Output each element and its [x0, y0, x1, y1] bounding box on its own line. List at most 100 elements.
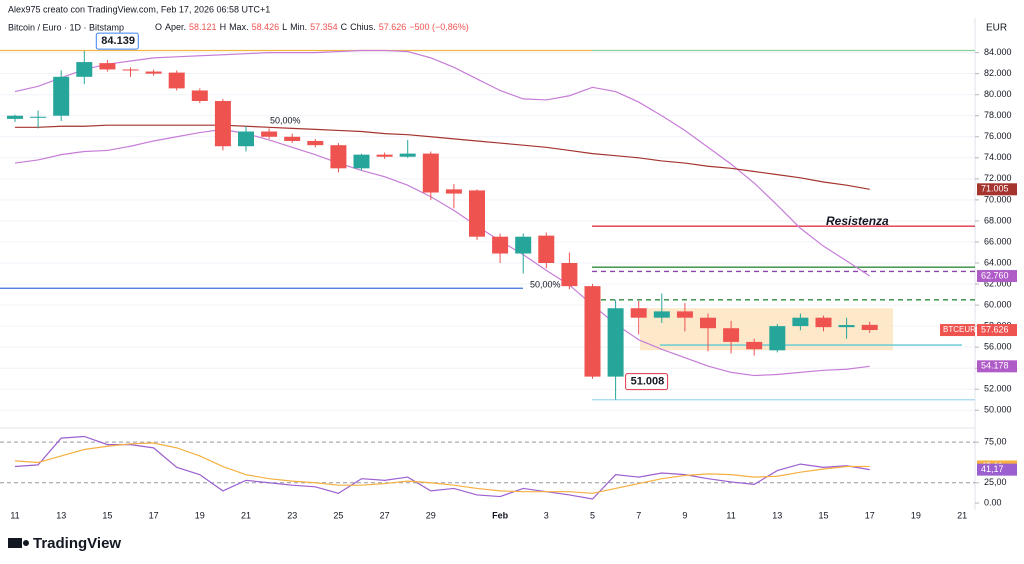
ohlc-item: 57.626 [379, 22, 407, 32]
y-tick-label: 62.000 [984, 278, 1012, 288]
x-tick-label: 21 [241, 510, 251, 520]
x-tick-label: 7 [636, 510, 641, 520]
ohlc-item: C [341, 22, 348, 32]
candle-body [584, 286, 601, 377]
currency: EUR [986, 23, 1007, 34]
ohlc-item: O [155, 22, 162, 32]
candle-body [376, 154, 393, 157]
candle-body [746, 341, 763, 350]
y-tick-label: 74.000 [984, 152, 1012, 162]
x-tick-label: 19 [911, 510, 921, 520]
candle-body [700, 317, 716, 329]
candle-body [676, 311, 693, 318]
ohlc-item: Max. [229, 22, 249, 32]
symbol-tag [940, 324, 975, 337]
x-tick-label: 11 [10, 510, 19, 520]
price-label-bg [977, 360, 1017, 373]
y-tick-label: 75,00 [984, 437, 1007, 447]
candle-body [99, 63, 116, 70]
candle-body [515, 236, 532, 254]
price-label-bg [977, 463, 1017, 476]
ohlc-item: H [220, 22, 227, 32]
candle-body [168, 72, 185, 89]
x-tick-label: 3 [544, 510, 549, 520]
candle-body [792, 317, 809, 327]
candle-body [422, 153, 439, 193]
candle-body [330, 145, 347, 169]
x-tick-label: 29 [426, 510, 436, 520]
symbol: Bitcoin / Euro · 1D · Bitstamp [8, 22, 124, 32]
y-tick-label: 25,00 [984, 477, 1007, 487]
candle-body [723, 328, 740, 342]
indicator-line [15, 124, 870, 190]
candle-body [191, 90, 208, 101]
ohlc-item: Min. [290, 22, 307, 32]
y-tick-label: 76.000 [984, 131, 1012, 141]
x-tick-label: 15 [102, 510, 112, 520]
price-label: 71.005 [981, 184, 1009, 194]
candle-body [769, 326, 786, 351]
ohlc: O Aper. 58.121 H Max. 58.426 L Min. 57.354 C Chius… [155, 22, 469, 32]
y-tick-label: 72.000 [984, 173, 1012, 183]
y-tick-label: 82.000 [984, 68, 1012, 78]
price-label: 57.626 [981, 324, 1009, 334]
y-tick-label: 52.000 [984, 384, 1012, 394]
annotation: 51.008 [631, 376, 665, 388]
x-tick-label: 15 [818, 510, 828, 520]
x-tick-label: 19 [195, 510, 205, 520]
y-tick-label: 78.000 [984, 110, 1012, 120]
candle-body [122, 69, 139, 71]
candle-body [284, 136, 301, 141]
x-tick-label: 13 [56, 510, 66, 520]
brand: TradingView [33, 535, 121, 552]
annotation: 50,00% [530, 279, 561, 289]
x-tick-label: 17 [865, 510, 875, 520]
candle-body [538, 235, 555, 263]
candle-body [815, 317, 832, 328]
symbol-tag-text: BTCEUR [943, 325, 976, 334]
candle-body [492, 236, 509, 254]
annotation: 50,00% [270, 115, 301, 125]
candle-body [630, 308, 647, 318]
candle-body [838, 325, 855, 328]
y-tick-label: 60.000 [984, 299, 1012, 309]
ohlc-item: L [282, 22, 287, 32]
logo [8, 538, 29, 548]
x-tick-label: 21 [957, 510, 967, 520]
candle-body [353, 154, 370, 169]
price-label: 62.760 [981, 270, 1009, 280]
candle-body [399, 153, 416, 157]
y-tick-label: 68.000 [984, 215, 1012, 225]
candle-body [307, 140, 324, 146]
candle-body [7, 115, 23, 119]
indicator-line [14, 442, 870, 494]
candle-body [445, 189, 462, 194]
x-tick-label: 11 [726, 510, 735, 520]
ohlc-item: Aper. [165, 22, 186, 32]
price-label: 54.178 [981, 361, 1009, 371]
indicator-line [14, 49, 871, 277]
candle-body [30, 116, 47, 118]
annotation: Resistenza [826, 214, 889, 228]
y-tick-label: 66.000 [984, 236, 1012, 246]
candle-body [861, 324, 878, 331]
annotation-box [625, 373, 669, 391]
ohlc-item: 58.426 [252, 22, 280, 32]
ohlc-item: 58.121 [189, 22, 217, 32]
ohlc-item: −500 (−0,86%) [409, 22, 469, 32]
annotation-box [95, 32, 139, 50]
candle-body [53, 76, 70, 116]
candle-body [561, 263, 578, 287]
y-tick-label: 80.000 [984, 89, 1012, 99]
ohlc-item: Chius. [350, 22, 376, 32]
y-tick-label: 84.000 [984, 47, 1012, 57]
x-tick-label: 13 [772, 510, 782, 520]
x-tick-label: 25 [333, 510, 343, 520]
annotation: 84.139 [101, 35, 135, 47]
y-tick-label: 70.000 [984, 194, 1012, 204]
price-label-bg [977, 324, 1017, 337]
x-tick-label: 5 [590, 510, 595, 520]
candle-body [76, 62, 93, 77]
x-tick-label: 27 [380, 510, 390, 520]
